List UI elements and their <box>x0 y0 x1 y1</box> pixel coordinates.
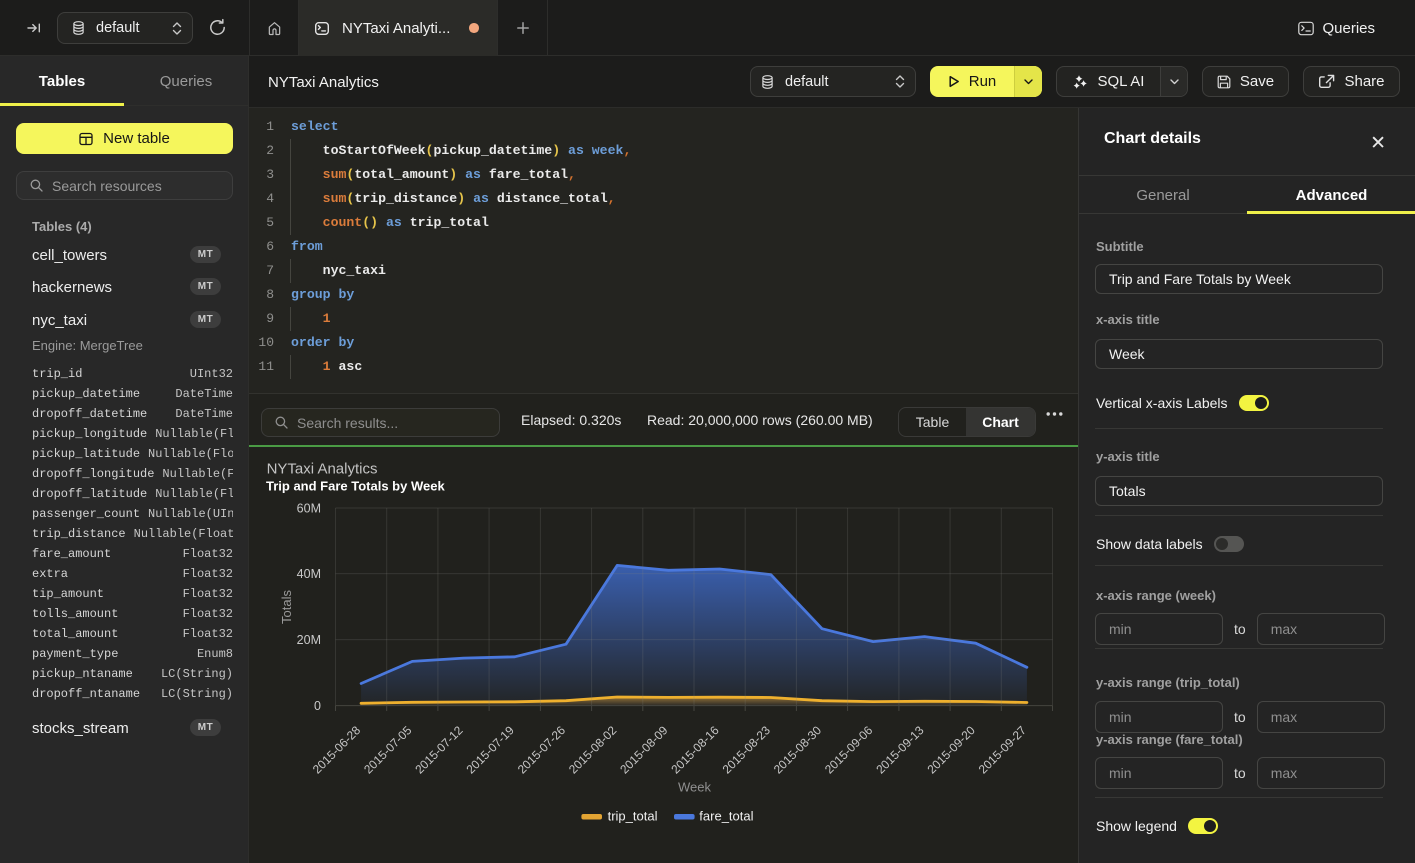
svg-text:fare_total: fare_total <box>699 809 753 824</box>
svg-text:2015-06-28: 2015-06-28 <box>310 723 364 777</box>
svg-text:2015-09-13: 2015-09-13 <box>873 723 927 777</box>
svg-text:2015-08-30: 2015-08-30 <box>771 723 825 777</box>
svg-text:trip_total: trip_total <box>608 809 658 824</box>
svg-text:2015-08-23: 2015-08-23 <box>720 723 774 777</box>
svg-text:2015-08-02: 2015-08-02 <box>566 723 620 777</box>
svg-text:60M: 60M <box>297 502 321 516</box>
svg-text:2015-07-26: 2015-07-26 <box>515 723 569 777</box>
svg-text:Trip and Fare Totals by Week: Trip and Fare Totals by Week <box>266 479 445 494</box>
svg-text:2015-09-06: 2015-09-06 <box>822 723 876 777</box>
svg-text:2015-07-12: 2015-07-12 <box>412 723 466 777</box>
svg-text:20M: 20M <box>297 633 321 647</box>
svg-text:0: 0 <box>314 699 321 713</box>
svg-text:40M: 40M <box>297 567 321 581</box>
svg-text:2015-08-16: 2015-08-16 <box>668 723 722 777</box>
svg-text:Totals: Totals <box>279 590 294 624</box>
svg-text:2015-08-09: 2015-08-09 <box>617 723 671 777</box>
svg-text:2015-07-19: 2015-07-19 <box>464 723 518 777</box>
svg-text:2015-09-20: 2015-09-20 <box>925 723 979 777</box>
svg-text:2015-09-27: 2015-09-27 <box>976 723 1030 777</box>
svg-text:Week: Week <box>678 780 711 795</box>
svg-text:NYTaxi Analytics: NYTaxi Analytics <box>267 461 378 478</box>
svg-text:2015-07-05: 2015-07-05 <box>361 723 415 777</box>
